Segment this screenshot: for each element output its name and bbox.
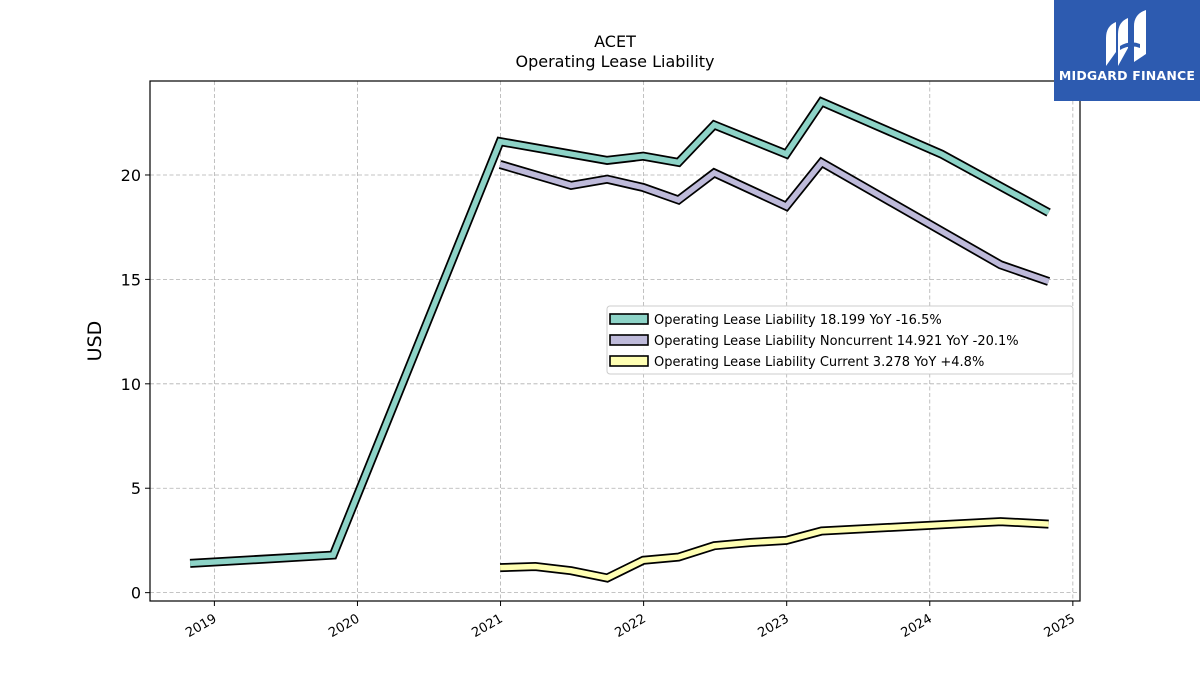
chart-subtitle: Operating Lease Liability (515, 52, 714, 71)
y-tick-label: 15 (121, 270, 141, 289)
series-line (500, 518, 1049, 581)
grid-lines (150, 81, 1080, 601)
x-tick-label: 2020 (326, 611, 362, 641)
y-axis-label: USD (84, 321, 106, 362)
legend-entry: Operating Lease Liability Current 3.278 … (654, 355, 984, 370)
x-tick-label: 2025 (1042, 611, 1078, 641)
y-tick-label: 10 (121, 375, 141, 394)
legend-swatch (609, 313, 649, 325)
legend-swatch (609, 355, 649, 367)
brand-logo-text: MIDGARD FINANCE (1058, 68, 1196, 83)
series-line (189, 98, 1050, 567)
brand-logo: MIDGARD FINANCE (1054, 0, 1200, 101)
x-tick-label: 2023 (756, 611, 792, 641)
plot-frame (149, 80, 1081, 602)
y-tick-label: 5 (131, 479, 141, 498)
series-0 (189, 96, 1051, 568)
series-line (499, 158, 1050, 285)
y-tick-label: 20 (121, 166, 141, 185)
brand-logo-mark-icon (1106, 10, 1146, 66)
series-line-outline (498, 156, 1051, 286)
x-tick-label: 2021 (469, 611, 505, 641)
series-2 (499, 517, 1049, 583)
y-tick-label: 0 (131, 584, 141, 603)
x-tick-label: 2022 (612, 611, 648, 641)
legend-swatch (609, 334, 649, 346)
legend-entry: Operating Lease Liability Noncurrent 14.… (654, 334, 1019, 349)
series-line-outline (499, 517, 1049, 583)
legend: Operating Lease Liability 18.199 YoY -16… (606, 305, 1074, 375)
chart-title: ACET (594, 32, 636, 51)
legend-box (606, 305, 1074, 375)
x-tick-label: 2024 (899, 611, 935, 641)
x-tick-label: 2019 (183, 611, 219, 641)
legend-entry: Operating Lease Liability 18.199 YoY -16… (654, 313, 942, 328)
series-1 (498, 156, 1051, 286)
